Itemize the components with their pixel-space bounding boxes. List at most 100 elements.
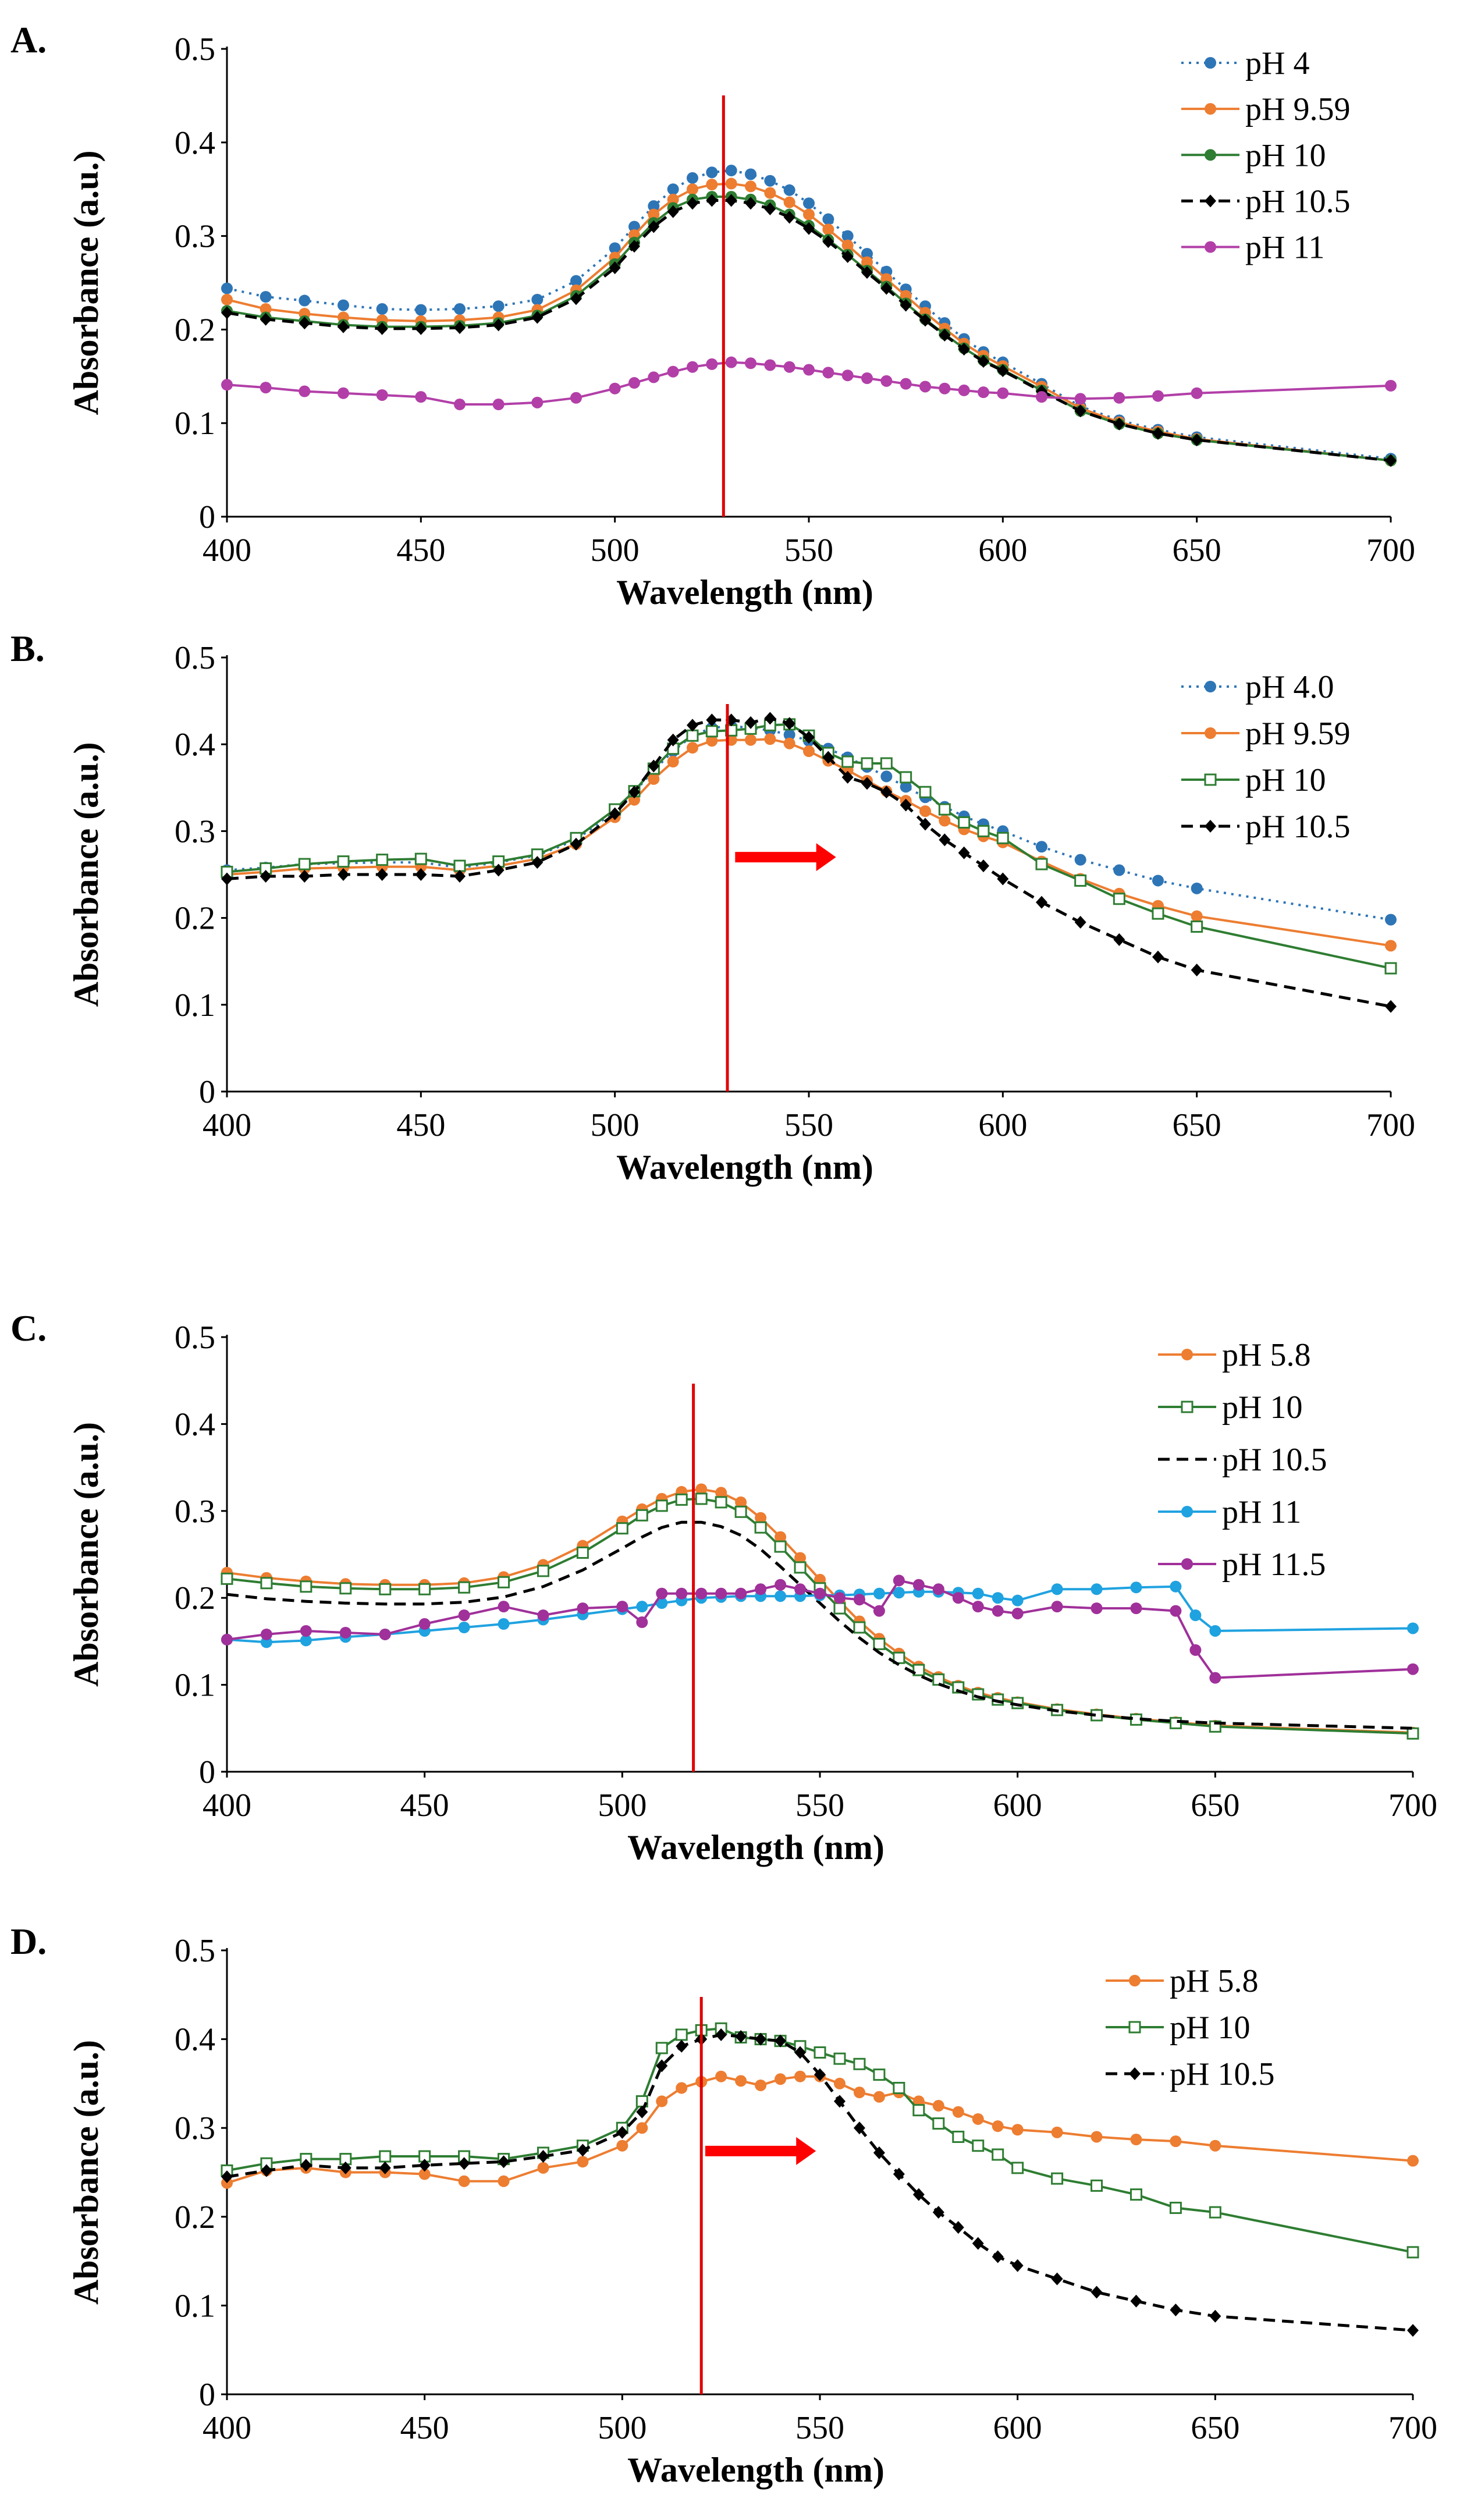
data-point (687, 719, 698, 732)
legend-entry: pH 11.5 (1158, 1547, 1326, 1583)
legend-label: pH 10 (1245, 762, 1326, 798)
data-point (570, 292, 582, 305)
data-point (764, 712, 776, 725)
data-point (1129, 2188, 1142, 2201)
data-point (570, 837, 582, 851)
series-line (226, 1497, 1413, 1735)
data-point (338, 868, 349, 881)
data-point (498, 1576, 510, 1588)
data-point (1130, 1581, 1142, 1594)
data-point (1209, 2206, 1221, 2219)
data-point (803, 731, 815, 744)
data-point (636, 2105, 648, 2119)
data-point (376, 303, 388, 315)
x-tick-label: 700 (1388, 2410, 1437, 2446)
data-point (1152, 950, 1164, 964)
data-point (822, 367, 834, 379)
data-point (418, 2168, 431, 2180)
legend-label: pH 11 (1245, 230, 1324, 266)
data-point (1169, 2202, 1182, 2215)
legend-label: pH 5.8 (1222, 1337, 1310, 1373)
data-point (492, 300, 505, 312)
data-point (725, 194, 737, 207)
data-point (775, 1531, 787, 1543)
data-point (676, 2082, 688, 2094)
data-point (537, 1609, 549, 1622)
data-point (667, 193, 679, 205)
data-point (1036, 391, 1047, 403)
data-point (687, 172, 698, 184)
data-point (725, 165, 737, 177)
data-point (958, 816, 971, 829)
legend-entry: pH 10.5 (1181, 809, 1350, 845)
data-point (880, 770, 893, 783)
panel-label: C. (10, 1307, 47, 1349)
data-point (1204, 773, 1217, 786)
data-point (577, 1602, 589, 1615)
x-tick-label: 500 (591, 532, 640, 568)
y-axis-title: Absorbance (a.u.) (67, 742, 105, 1007)
series-line (226, 738, 1391, 947)
data-point (1152, 907, 1164, 920)
data-point (794, 1552, 807, 1564)
y-tick-label: 0 (199, 1074, 215, 1110)
data-point (992, 2250, 1004, 2263)
x-axis-title: Wavelength (nm) (627, 2451, 885, 2489)
y-tick-label: 0.2 (175, 901, 215, 937)
data-point (648, 773, 660, 785)
chart-panel-d: D. 0 0.1 0.2 0.3 0.4 0.5 400 450 500 550 600 650 700 W… (10, 1921, 1437, 2489)
data-point (861, 777, 873, 790)
y-tick-label: 0.5 (175, 640, 215, 676)
y-tick-label: 0.1 (175, 2288, 215, 2324)
data-point (912, 2104, 925, 2117)
legend-entry: pH 10.5 (1158, 1442, 1327, 1478)
data-point (880, 757, 893, 770)
series-line (226, 1579, 1413, 1679)
data-point (1191, 910, 1203, 922)
data-point (919, 381, 931, 393)
data-point (1384, 962, 1397, 975)
series-ph-10_5 (221, 712, 1397, 1013)
data-point (1091, 2286, 1103, 2299)
data-point (706, 735, 718, 747)
data-point (853, 1621, 866, 1634)
legend-label: pH 10.5 (1170, 2056, 1274, 2092)
data-point (822, 235, 834, 248)
data-point (298, 858, 311, 870)
data-point (853, 1594, 865, 1606)
data-point (655, 1499, 668, 1512)
data-point (537, 1565, 549, 1577)
data-point (1407, 1663, 1419, 1675)
data-point (1113, 864, 1125, 876)
data-point (764, 175, 776, 187)
data-point (1406, 2246, 1419, 2259)
x-tick-label: 550 (784, 532, 833, 568)
y-tick-label: 0 (199, 1754, 215, 1790)
data-point (1209, 1625, 1221, 1637)
data-point (893, 1587, 905, 1599)
data-point (1385, 940, 1397, 952)
data-point (221, 2170, 233, 2184)
data-point (648, 759, 660, 773)
data-point (576, 1547, 589, 1559)
data-point (418, 1583, 431, 1595)
data-point (415, 391, 427, 403)
data-point (900, 298, 912, 312)
data-point (764, 359, 776, 371)
data-point (1113, 893, 1125, 905)
data-point (414, 852, 427, 865)
data-point (300, 1580, 312, 1593)
y-tick-label: 0.4 (175, 1406, 215, 1442)
data-point (656, 1597, 668, 1609)
data-point (1385, 914, 1397, 926)
x-tick-label: 600 (993, 2410, 1042, 2446)
data-point (775, 1590, 787, 1602)
data-point (992, 1592, 1004, 1604)
data-point (338, 299, 349, 311)
data-point (453, 859, 466, 872)
legend-entry: pH 9.59 (1181, 716, 1350, 752)
data-point (873, 2091, 885, 2103)
data-point (853, 2087, 865, 2099)
data-point (1074, 916, 1086, 929)
